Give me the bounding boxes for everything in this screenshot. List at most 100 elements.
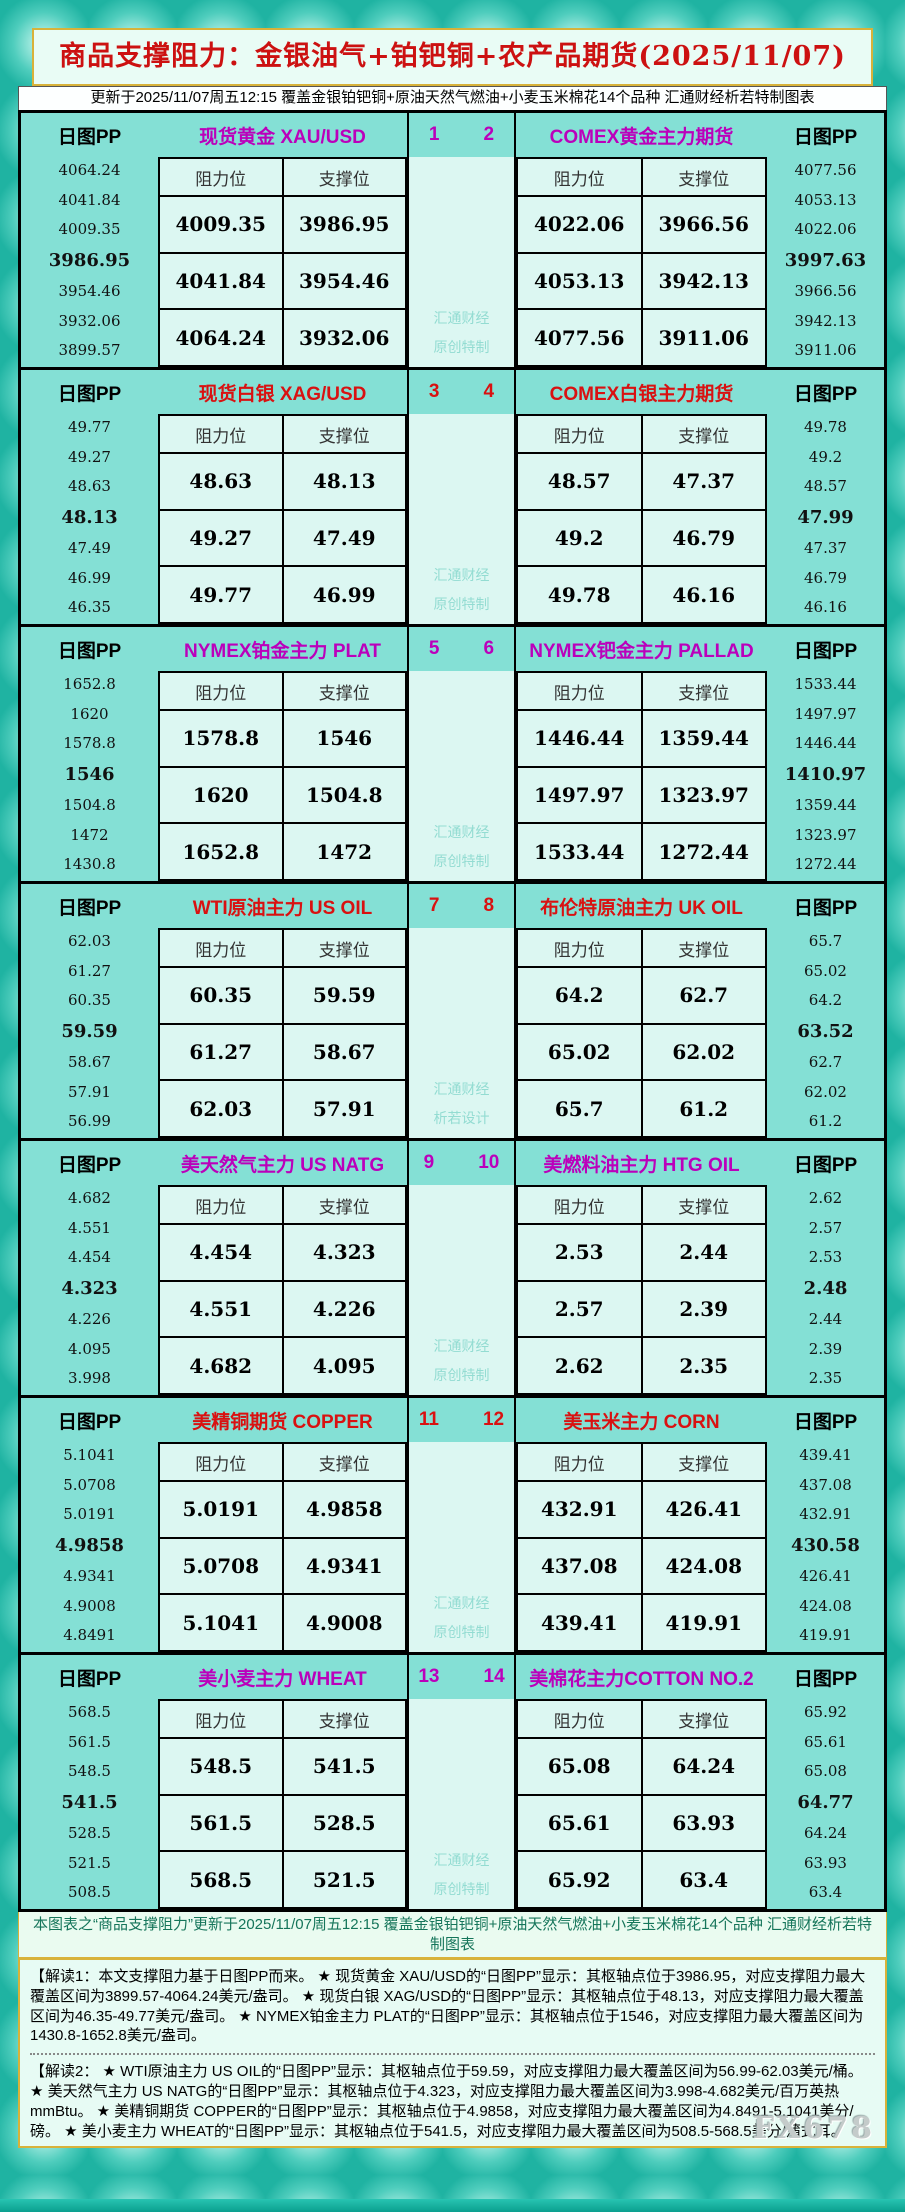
support-value: 4.9858 bbox=[283, 1482, 405, 1537]
pp-label: 日图PP bbox=[793, 1154, 858, 1176]
resistance-header: 阻力位 bbox=[518, 159, 641, 195]
left-market-title: 美天然气主力 US NATG bbox=[180, 1154, 385, 1176]
right-pp-value: 65.08 bbox=[804, 1762, 847, 1780]
support-value: 57.91 bbox=[283, 1081, 405, 1136]
commodity-section: 日图PP 现货黄金 XAU/USD 1 2 COMEX黄金主力期货 日图PP 4064.24… bbox=[21, 113, 884, 370]
resistance-header: 阻力位 bbox=[160, 1701, 282, 1737]
section-index-left: 1 bbox=[428, 124, 440, 145]
support-value: 2.35 bbox=[642, 1338, 765, 1393]
resistance-value: 64.2 bbox=[518, 968, 641, 1023]
left-pp-value: 4.9008 bbox=[63, 1596, 116, 1615]
left-pp-value: 4.551 bbox=[68, 1218, 111, 1237]
resistance-value: 4053.13 bbox=[518, 253, 641, 309]
watermark-sub-line: 原创特制 bbox=[433, 596, 490, 612]
bottom-border-strip bbox=[0, 2199, 905, 2212]
support-value: 47.37 bbox=[642, 454, 765, 509]
right-pp-value: 2.62 bbox=[808, 1189, 843, 1207]
section-header-row: 日图PP 现货白银 XAG/USD 3 4 COMEX白银主力期货 日图PP bbox=[21, 370, 884, 414]
support-value: 64.24 bbox=[642, 1739, 765, 1794]
left-market-title: 美精铜期货 COPPER bbox=[192, 1411, 373, 1433]
support-value: 1546 bbox=[283, 711, 405, 766]
left-pp-column: 1652.8 1620 1578.8 1546 1504.8 1472 1430.8 bbox=[21, 671, 158, 881]
right-pp-column: 49.78 49.2 48.57 47.99 47.37 46.79 46.16 bbox=[767, 414, 884, 624]
left-pp-value: 1620 bbox=[70, 704, 109, 723]
support-value: 48.13 bbox=[283, 454, 405, 509]
support-value: 4.9008 bbox=[283, 1595, 405, 1650]
support-value: 63.93 bbox=[642, 1795, 765, 1851]
resistance-header: 阻力位 bbox=[518, 673, 641, 709]
watermark-brand-line: 汇通财经 bbox=[433, 567, 490, 583]
footer-note: 本图表之“商品支撑阻力”更新于2025/11/07周五12:15 覆盖金银铂钯铜… bbox=[18, 1912, 887, 1958]
resistance-header: 阻力位 bbox=[160, 159, 282, 195]
resistance-value: 5.1041 bbox=[160, 1595, 282, 1650]
pp-label: 日图PP bbox=[793, 383, 858, 405]
left-pp-value: 508.5 bbox=[68, 1883, 111, 1901]
resistance-header: 阻力位 bbox=[518, 1444, 641, 1480]
pp-label: 日图PP bbox=[793, 640, 858, 662]
resistance-value: 1446.44 bbox=[518, 711, 641, 766]
left-pp-value: 62.03 bbox=[68, 932, 111, 950]
left-pp-value: 548.5 bbox=[68, 1762, 111, 1780]
resistance-value: 49.27 bbox=[160, 510, 282, 566]
resistance-value: 49.78 bbox=[518, 567, 641, 622]
section-index-right: 2 bbox=[483, 124, 495, 145]
watermark-brand-line: 汇通财经 bbox=[433, 310, 490, 326]
section-index-left: 13 bbox=[418, 1666, 440, 1687]
section-header-row: 日图PP 美精铜期货 COPPER 11 12 美玉米主力 CORN 日图PP bbox=[21, 1398, 884, 1442]
note-interpretation-2: 【解读2： ★ WTI原油主力 US OIL的“日图PP”显示：其枢轴点位于59… bbox=[30, 2063, 863, 2140]
section-index-right: 10 bbox=[478, 1152, 500, 1173]
right-pp-pivot-value: 47.99 bbox=[797, 506, 854, 528]
left-pp-value: 4009.35 bbox=[58, 220, 121, 238]
left-pp-value: 5.0708 bbox=[63, 1475, 116, 1494]
left-pp-value: 1578.8 bbox=[63, 734, 116, 752]
left-pp-pivot-value: 4.9858 bbox=[55, 1534, 124, 1556]
left-pp-value: 4.682 bbox=[68, 1189, 111, 1207]
support-value: 4.323 bbox=[283, 1225, 405, 1280]
right-pp-value: 426.41 bbox=[799, 1567, 852, 1585]
resistance-header: 阻力位 bbox=[518, 930, 641, 966]
page-title: 商品支撑阻力：金银油气+铂钯铜+农产品期货(2025/11/07) bbox=[32, 28, 873, 86]
support-value: 3954.46 bbox=[283, 253, 405, 309]
support-value: 1504.8 bbox=[283, 767, 405, 823]
right-pp-value: 64.24 bbox=[804, 1824, 847, 1842]
left-levels-table: 阻力位 支撑位 1578.8 1546 1620 1504.8 1652.8 1472 bbox=[158, 671, 407, 881]
pp-label: 日图PP bbox=[57, 1668, 122, 1690]
note-interpretation-1: 【解读1：本文支撑阻力基于日图PP而来。 ★ 现货黄金 XAU/USD的“日图P… bbox=[30, 1968, 866, 2045]
section-index-left: 11 bbox=[418, 1409, 439, 1430]
section-body-row: 4064.24 4041.84 4009.35 3986.95 3954.46 3932.… bbox=[21, 157, 884, 367]
right-pp-pivot-value: 63.52 bbox=[797, 1020, 854, 1042]
right-pp-value: 2.44 bbox=[808, 1310, 843, 1328]
left-pp-value: 46.35 bbox=[68, 598, 111, 616]
left-pp-value: 47.49 bbox=[68, 539, 111, 557]
resistance-value: 65.61 bbox=[518, 1795, 641, 1851]
resistance-header: 阻力位 bbox=[160, 673, 282, 709]
right-pp-value: 1272.44 bbox=[794, 855, 857, 873]
left-pp-pivot-value: 3986.95 bbox=[48, 249, 131, 271]
resistance-value: 4022.06 bbox=[518, 197, 641, 252]
support-value: 3966.56 bbox=[642, 197, 765, 252]
right-pp-value: 47.37 bbox=[804, 539, 847, 557]
support-value: 1323.97 bbox=[642, 767, 765, 823]
right-pp-value: 2.39 bbox=[808, 1339, 843, 1358]
resistance-value: 65.7 bbox=[518, 1081, 641, 1136]
commodity-section: 日图PP 美小麦主力 WHEAT 13 14 美棉花主力COTTON NO.2 日图PP 5… bbox=[21, 1655, 884, 1909]
support-value: 62.02 bbox=[642, 1024, 765, 1080]
commodity-section: 日图PP WTI原油主力 US OIL 7 8 布伦特原油主力 UK OIL 日图PP 62… bbox=[21, 884, 884, 1141]
resistance-value: 60.35 bbox=[160, 968, 282, 1023]
support-value: 4.9341 bbox=[283, 1538, 405, 1594]
left-pp-pivot-value: 59.59 bbox=[61, 1020, 118, 1042]
right-market-title: 美棉花主力COTTON NO.2 bbox=[529, 1668, 754, 1690]
left-pp-value: 1430.8 bbox=[63, 855, 116, 873]
section-index-numbers: 13 14 bbox=[407, 1655, 516, 1699]
watermark-sub-line: 原创特制 bbox=[433, 853, 490, 869]
resistance-value: 4077.56 bbox=[518, 310, 641, 365]
support-value: 62.7 bbox=[642, 968, 765, 1023]
support-value: 47.49 bbox=[283, 510, 405, 566]
support-value: 3932.06 bbox=[283, 310, 405, 365]
support-value: 58.67 bbox=[283, 1024, 405, 1080]
resistance-value: 437.08 bbox=[518, 1538, 641, 1594]
